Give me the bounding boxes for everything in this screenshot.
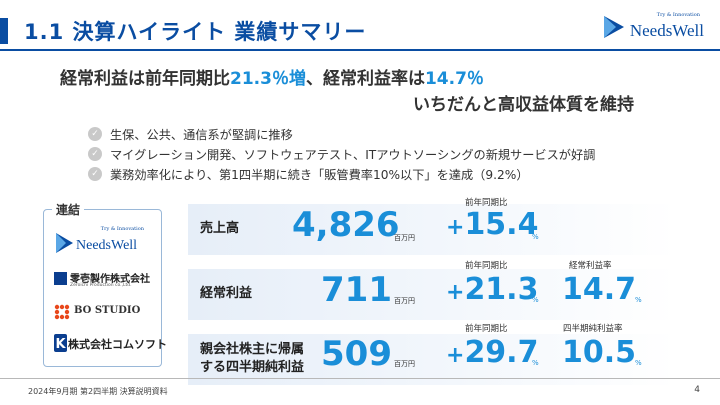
kpi-ratio-unit-net-income: %	[635, 359, 642, 367]
kpi-growth-unit-net-income: %	[532, 359, 539, 367]
check-circle-icon: ✓	[88, 147, 102, 161]
kpi-ratio-ordinary-profit: 14.7	[562, 272, 637, 307]
logo-tagline: Try & Innovation	[656, 12, 700, 18]
headline-highlight-growth: 21.3％増	[230, 69, 306, 89]
kpi-growth-label-net-income: 前年同期比	[465, 324, 508, 334]
check-circle-icon: ✓	[88, 167, 102, 181]
consolidated-label: 連結	[52, 201, 85, 218]
logo-name: NeedsWell	[629, 21, 704, 40]
zeroichi-mark-icon	[54, 272, 67, 285]
kpi-value-ordinary-profit: 711	[321, 270, 392, 310]
kpi-label-net-income: 親会社株主に帰属 する四半期純利益	[200, 342, 305, 375]
kpi-growth-sales: +15.4	[446, 207, 539, 242]
bo-studio-company-logo: BO STUDIO	[54, 302, 158, 322]
bullet-item: ✓ 業務効率化により、第1四半期に続き「販管費率10%以下」を達成（9.2%）	[88, 164, 595, 184]
page-title: 1.1 決算ハイライト 業績サマリー	[24, 20, 367, 44]
headline-line-2: いちだんと高収益体質を維持	[413, 95, 634, 115]
footer-text: 2024年9月期 第2四半期 決算説明資料	[28, 387, 168, 396]
headline-line-1: 経常利益は前年同期比21.3％増、経常利益率は14.7％	[60, 69, 484, 89]
kpi-unit-net-income: 百万円	[394, 360, 415, 368]
needswell-triangle-icon	[56, 233, 73, 253]
needswell-triangle-icon	[604, 16, 624, 38]
footer-divider	[0, 378, 720, 379]
title-accent-bar	[0, 18, 8, 44]
kpi-row-sales	[188, 204, 676, 255]
title-bar: 1.1 決算ハイライト 業績サマリー Try & Innovation Need…	[0, 0, 720, 52]
dots-mark-icon	[54, 304, 70, 320]
bullet-item: ✓ マイグレーション開発、ソフトウェアテスト、ITアウトソーシングの新規サービスが…	[88, 144, 595, 164]
bullet-item: ✓ 生保、公共、通信系が堅調に推移	[88, 124, 595, 144]
comsoft-k-icon: K	[54, 334, 67, 352]
page-number: 4	[694, 385, 700, 395]
needswell-company-logo: Try & Innovation NeedsWell	[54, 226, 152, 260]
kpi-ratio-label-ordinary-profit: 経常利益率	[569, 261, 612, 271]
kpi-growth-ordinary-profit: +21.3	[446, 272, 539, 307]
check-circle-icon: ✓	[88, 127, 102, 141]
kpi-row-net-income	[188, 334, 676, 385]
bullet-list: ✓ 生保、公共、通信系が堅調に推移 ✓ マイグレーション開発、ソフトウェアテスト、I…	[88, 124, 595, 184]
kpi-value-net-income: 509	[321, 334, 392, 374]
zeroichi-company-logo: 零壱製作株式会社 Zeroichi Production co.,Ltd.	[54, 270, 158, 292]
kpi-ratio-net-income: 10.5	[562, 335, 637, 370]
consolidated-companies-box: 連結 Try & Innovation NeedsWell 零壱製作株式会社 Z…	[43, 201, 167, 367]
comsoft-company-logo: K 株式会社コムソフト	[54, 334, 167, 354]
kpi-growth-unit-sales: %	[532, 233, 539, 241]
kpi-row-ordinary-profit	[188, 269, 676, 320]
kpi-label-sales: 売上高	[200, 221, 240, 236]
kpi-ratio-unit-ordinary-profit: %	[635, 296, 642, 304]
kpi-growth-net-income: +29.7	[446, 335, 539, 370]
kpi-unit-sales: 百万円	[394, 234, 415, 242]
kpi-value-sales: 4,826	[292, 205, 400, 245]
kpi-ratio-label-net-income: 四半期純利益率	[563, 324, 623, 334]
kpi-label-ordinary-profit: 経常利益	[200, 286, 253, 301]
needswell-logo: Try & Innovation NeedsWell	[604, 12, 704, 42]
title-underline	[0, 49, 720, 51]
headline-highlight-margin: 14.7％	[424, 69, 484, 89]
kpi-growth-label-ordinary-profit: 前年同期比	[465, 261, 508, 271]
kpi-growth-label-sales: 前年同期比	[465, 198, 508, 208]
kpi-growth-unit-ordinary-profit: %	[532, 296, 539, 304]
kpi-unit-ordinary-profit: 百万円	[394, 297, 415, 305]
svg-text:K: K	[55, 337, 66, 352]
